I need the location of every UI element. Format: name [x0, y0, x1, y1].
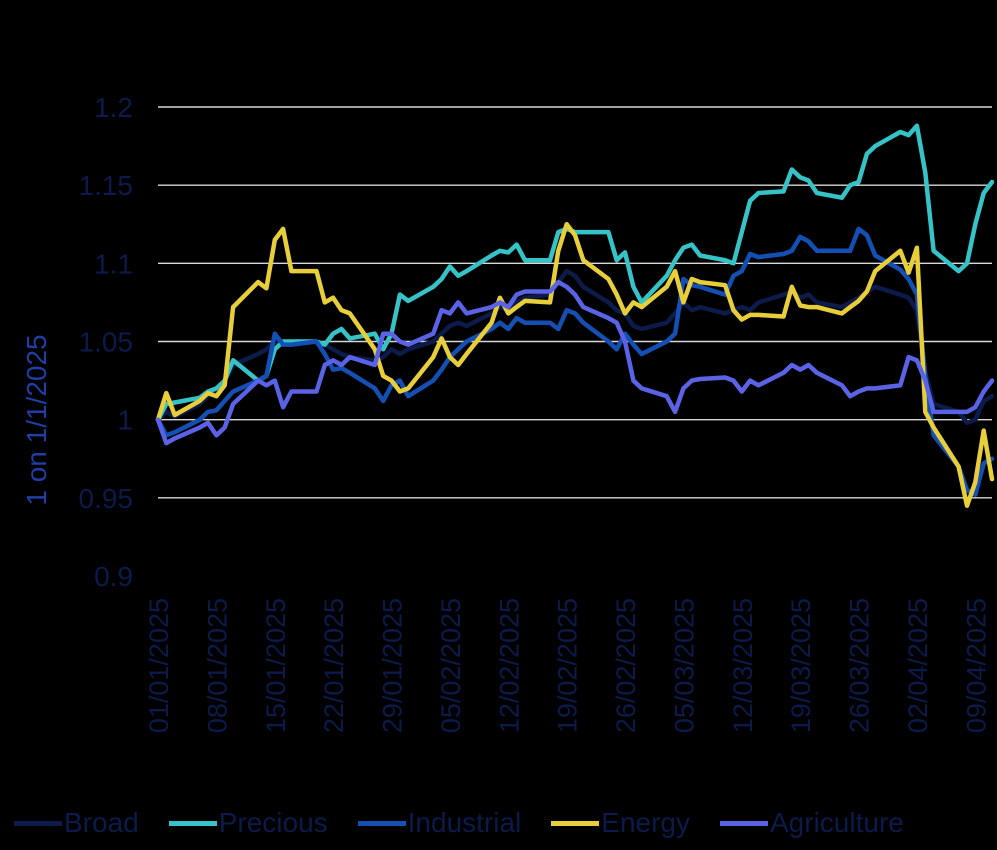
- legend-item-agriculture: Agriculture: [720, 809, 904, 837]
- x-tick-label: 09/04/2025: [961, 598, 991, 733]
- legend-item-energy: Energy: [551, 809, 690, 837]
- chart-legend: Broad Precious Industrial Energy Agriculture: [14, 803, 994, 843]
- legend-swatch: [14, 820, 62, 826]
- legend-label: Precious: [218, 807, 328, 838]
- x-tick-label: 26/03/2025: [845, 598, 875, 733]
- x-tick-label: 02/04/2025: [903, 598, 933, 733]
- x-tick-label: 22/01/2025: [319, 598, 349, 733]
- x-tick-label: 19/03/2025: [786, 598, 816, 733]
- x-tick-label: 01/01/2025: [144, 598, 174, 733]
- legend-label: Broad: [64, 807, 139, 838]
- legend-swatch: [168, 820, 217, 826]
- legend-swatch: [357, 820, 406, 826]
- x-tick-label: 12/02/2025: [494, 598, 524, 733]
- series-line-agriculture: [155, 279, 995, 446]
- y-axis-label: 1 on 1/1/2025: [21, 334, 52, 505]
- legend-item-precious: Precious: [168, 807, 328, 838]
- x-tick-label: 19/02/2025: [553, 598, 583, 733]
- legend-swatch: [551, 820, 600, 826]
- x-tick-label: 12/03/2025: [728, 598, 758, 733]
- series-lines: [155, 123, 995, 508]
- y-tick-label: 1.05: [79, 327, 134, 358]
- y-axis-ticks: 0.9 0.95 1 1.05 1.1 1.15 1.2: [79, 92, 134, 592]
- series-line-precious: [155, 123, 995, 422]
- x-tick-label: 29/01/2025: [378, 598, 408, 733]
- y-tick-label: 1.15: [79, 170, 134, 201]
- x-tick-label: 05/03/2025: [669, 598, 699, 733]
- legend-label: Industrial: [407, 807, 522, 838]
- x-axis-ticks: 01/01/2025 08/01/2025 15/01/2025 22/01/2025…: [144, 598, 991, 733]
- x-tick-label: 08/01/2025: [202, 598, 232, 733]
- y-tick-label: 0.95: [79, 483, 134, 514]
- y-tick-label: 1.1: [94, 248, 133, 279]
- legend-label: Agriculture: [770, 807, 904, 838]
- legend-item-broad: Broad: [14, 809, 139, 837]
- series-line-industrial: [155, 226, 995, 497]
- series-line-energy: [155, 221, 995, 508]
- x-tick-label: 05/02/2025: [436, 598, 466, 733]
- gridlines: [158, 106, 992, 499]
- x-tick-label: 26/02/2025: [611, 598, 641, 733]
- y-tick-label: 1: [117, 405, 133, 436]
- legend-label: Energy: [601, 807, 690, 838]
- legend-item-industrial: Industrial: [357, 807, 522, 838]
- x-tick-label: 15/01/2025: [261, 598, 291, 733]
- y-tick-label: 0.9: [94, 561, 133, 592]
- y-tick-label: 1.2: [94, 92, 133, 123]
- legend-swatch: [720, 820, 768, 826]
